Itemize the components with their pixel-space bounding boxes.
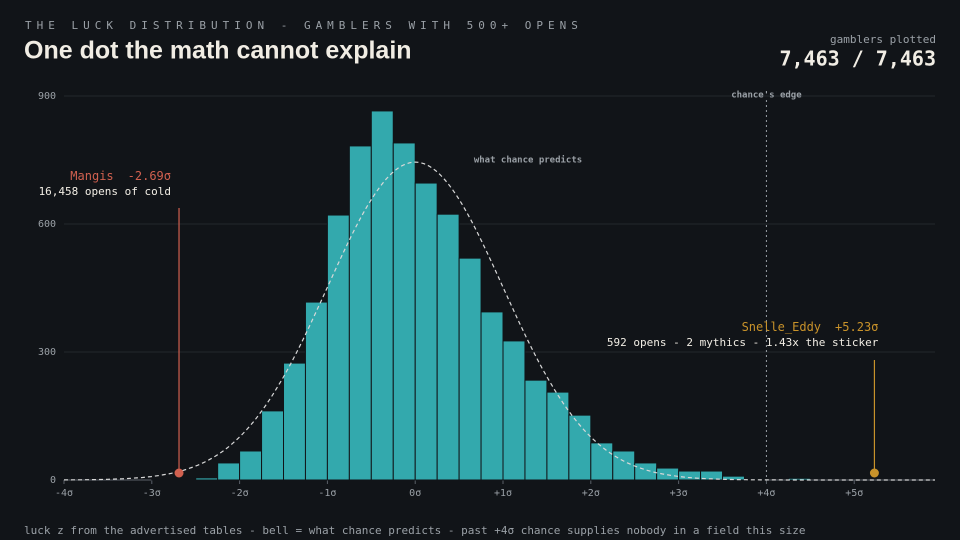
x-tick-label: -4σ	[55, 488, 73, 499]
x-tick-label: -3σ	[143, 488, 161, 499]
annotation-title: Mangis -2.69σ	[70, 169, 171, 183]
bar	[656, 467, 680, 481]
x-tick-label: +5σ	[845, 488, 863, 499]
x-tick-label: +3σ	[670, 488, 688, 499]
kicker: THE LUCK DISTRIBUTION - GAMBLERS WITH 50…	[25, 19, 583, 32]
bar	[480, 311, 504, 481]
bar	[634, 462, 658, 481]
bar	[700, 470, 724, 481]
chances-edge-label: chance's edge	[731, 91, 802, 101]
chart-title: One dot the math cannot explain	[24, 37, 412, 65]
y-tick-label: 300	[38, 347, 56, 358]
bar	[348, 145, 372, 481]
bar	[787, 477, 811, 481]
x-tick-label: +4σ	[757, 488, 775, 499]
annotation-detail: 16,458 opens of cold	[39, 185, 171, 198]
bar	[436, 213, 460, 481]
x-tick-label: +1σ	[494, 488, 512, 499]
y-tick-label: 900	[38, 91, 56, 102]
outlier-dot	[174, 468, 184, 478]
x-tick-label: -1σ	[318, 488, 336, 499]
annotation-z: -2.69σ	[128, 169, 171, 183]
outlier-dot	[869, 468, 879, 478]
counter-label: gamblers plotted	[830, 33, 936, 46]
x-tick-label: -2σ	[231, 488, 249, 499]
annotation-name: Mangis	[70, 169, 113, 183]
annotation-detail: 592 opens - 2 mythics - 1.43x the sticke…	[607, 336, 879, 349]
y-tick-label: 0	[50, 475, 56, 486]
y-tick-label: 600	[38, 219, 56, 230]
bar	[217, 462, 241, 481]
bar	[502, 340, 526, 481]
bar	[392, 142, 416, 481]
bar	[370, 110, 394, 481]
annotation-z: +5.23σ	[835, 320, 878, 334]
x-tick-label: 0σ	[409, 488, 421, 499]
bell-curve-label: what chance predicts	[474, 155, 582, 166]
bar	[261, 410, 285, 481]
bell-curve	[64, 161, 935, 481]
bar	[546, 391, 570, 481]
bar	[414, 182, 438, 481]
bar	[326, 214, 350, 481]
annotation-name: Snelle_Eddy	[742, 320, 821, 334]
bar	[239, 450, 263, 481]
x-tick-label: +2σ	[582, 488, 600, 499]
counter-value: 7,463 / 7,463	[779, 47, 936, 71]
annotation-title: Snelle_Eddy +5.23σ	[742, 320, 879, 334]
bar	[283, 362, 306, 481]
bar	[524, 379, 548, 481]
bar	[612, 450, 636, 481]
bar	[195, 477, 219, 481]
footnote: luck z from the advertised tables - bell…	[24, 524, 805, 537]
bar	[590, 442, 614, 481]
bar	[173, 478, 197, 481]
bar	[458, 257, 482, 481]
